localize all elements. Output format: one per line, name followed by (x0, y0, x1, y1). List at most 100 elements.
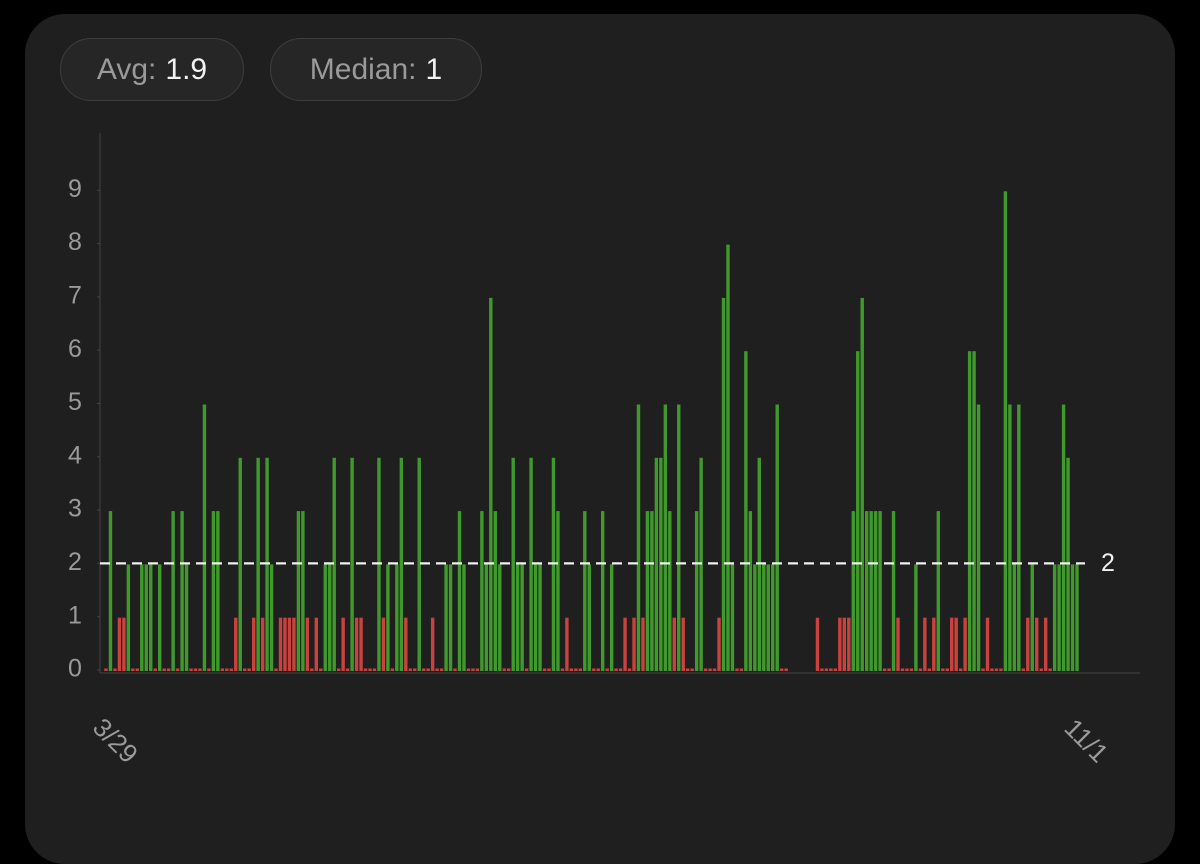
bar (878, 511, 882, 671)
bar (475, 668, 480, 671)
bar (645, 511, 650, 671)
bar (650, 511, 654, 671)
bar (332, 457, 336, 671)
bar (198, 668, 202, 671)
bar (1030, 564, 1034, 671)
bar (448, 564, 453, 671)
bar (686, 668, 690, 671)
bar (721, 297, 726, 671)
bar (565, 617, 569, 671)
bar (234, 617, 238, 671)
bar (873, 511, 878, 671)
bar (860, 297, 864, 671)
bar (1012, 564, 1017, 671)
bar (529, 457, 533, 671)
bar (556, 511, 560, 671)
bar (386, 564, 390, 671)
bar (614, 668, 618, 671)
bar (256, 457, 260, 671)
bar (609, 564, 614, 671)
bar (560, 668, 565, 671)
bar (891, 511, 896, 671)
bar (900, 668, 905, 671)
bar (618, 668, 623, 671)
bar (359, 617, 363, 671)
bar (748, 511, 753, 671)
bar (345, 668, 350, 671)
bar (941, 668, 945, 671)
bar (251, 617, 256, 671)
bar (301, 511, 305, 671)
bar (605, 668, 609, 671)
bar (184, 564, 189, 671)
bar (1039, 668, 1043, 671)
bar (847, 617, 851, 671)
bar (771, 564, 775, 671)
y-tick-label: 0 (68, 655, 82, 683)
bar (1017, 404, 1021, 671)
bar (153, 668, 157, 671)
bar (180, 511, 184, 671)
bar (171, 511, 175, 671)
bar (547, 668, 551, 671)
bar (515, 564, 520, 671)
bar (207, 668, 211, 671)
bar (909, 668, 914, 671)
bar (1021, 668, 1026, 671)
bar (578, 668, 583, 671)
bar (864, 511, 869, 671)
bar (162, 668, 166, 671)
bar (193, 668, 198, 671)
bar (484, 564, 489, 671)
bar (717, 617, 721, 671)
bar (417, 457, 421, 671)
bar (712, 668, 717, 671)
bar (229, 668, 233, 671)
bar (287, 617, 292, 671)
bar (395, 564, 399, 671)
bar (1043, 617, 1048, 671)
bar (833, 668, 838, 671)
bar (247, 668, 251, 671)
bar (869, 511, 873, 671)
y-tick-label: 3 (68, 495, 82, 523)
bar (972, 351, 976, 671)
bar (927, 668, 932, 671)
bar (507, 668, 511, 671)
bar (498, 564, 502, 671)
bar (126, 564, 131, 671)
bar (453, 668, 457, 671)
bar (328, 564, 332, 671)
bar (856, 351, 860, 671)
bar (583, 511, 587, 671)
bar (413, 668, 417, 671)
bar (762, 564, 766, 671)
bar (592, 668, 596, 671)
card (25, 14, 1175, 864)
bar (144, 564, 148, 671)
bar (775, 404, 779, 671)
bar (422, 668, 426, 671)
bar (1057, 564, 1061, 671)
y-tick-label: 2 (68, 548, 82, 576)
bar (887, 668, 891, 671)
bar (489, 297, 493, 671)
bar (175, 668, 180, 671)
bar (681, 617, 685, 671)
bar (390, 668, 395, 671)
bar (524, 668, 529, 671)
bar (824, 668, 829, 671)
bar (914, 564, 918, 671)
bar (341, 617, 345, 671)
bar (283, 617, 287, 671)
bar (462, 564, 466, 671)
y-tick-label: 1 (68, 601, 82, 629)
median-pill: Median: 1 (270, 38, 482, 101)
bar (668, 511, 672, 671)
bar (216, 511, 220, 671)
bar (1026, 617, 1030, 671)
stat-value: 1 (425, 52, 443, 86)
bar (511, 457, 515, 671)
bar (936, 511, 940, 671)
bar (189, 668, 193, 671)
